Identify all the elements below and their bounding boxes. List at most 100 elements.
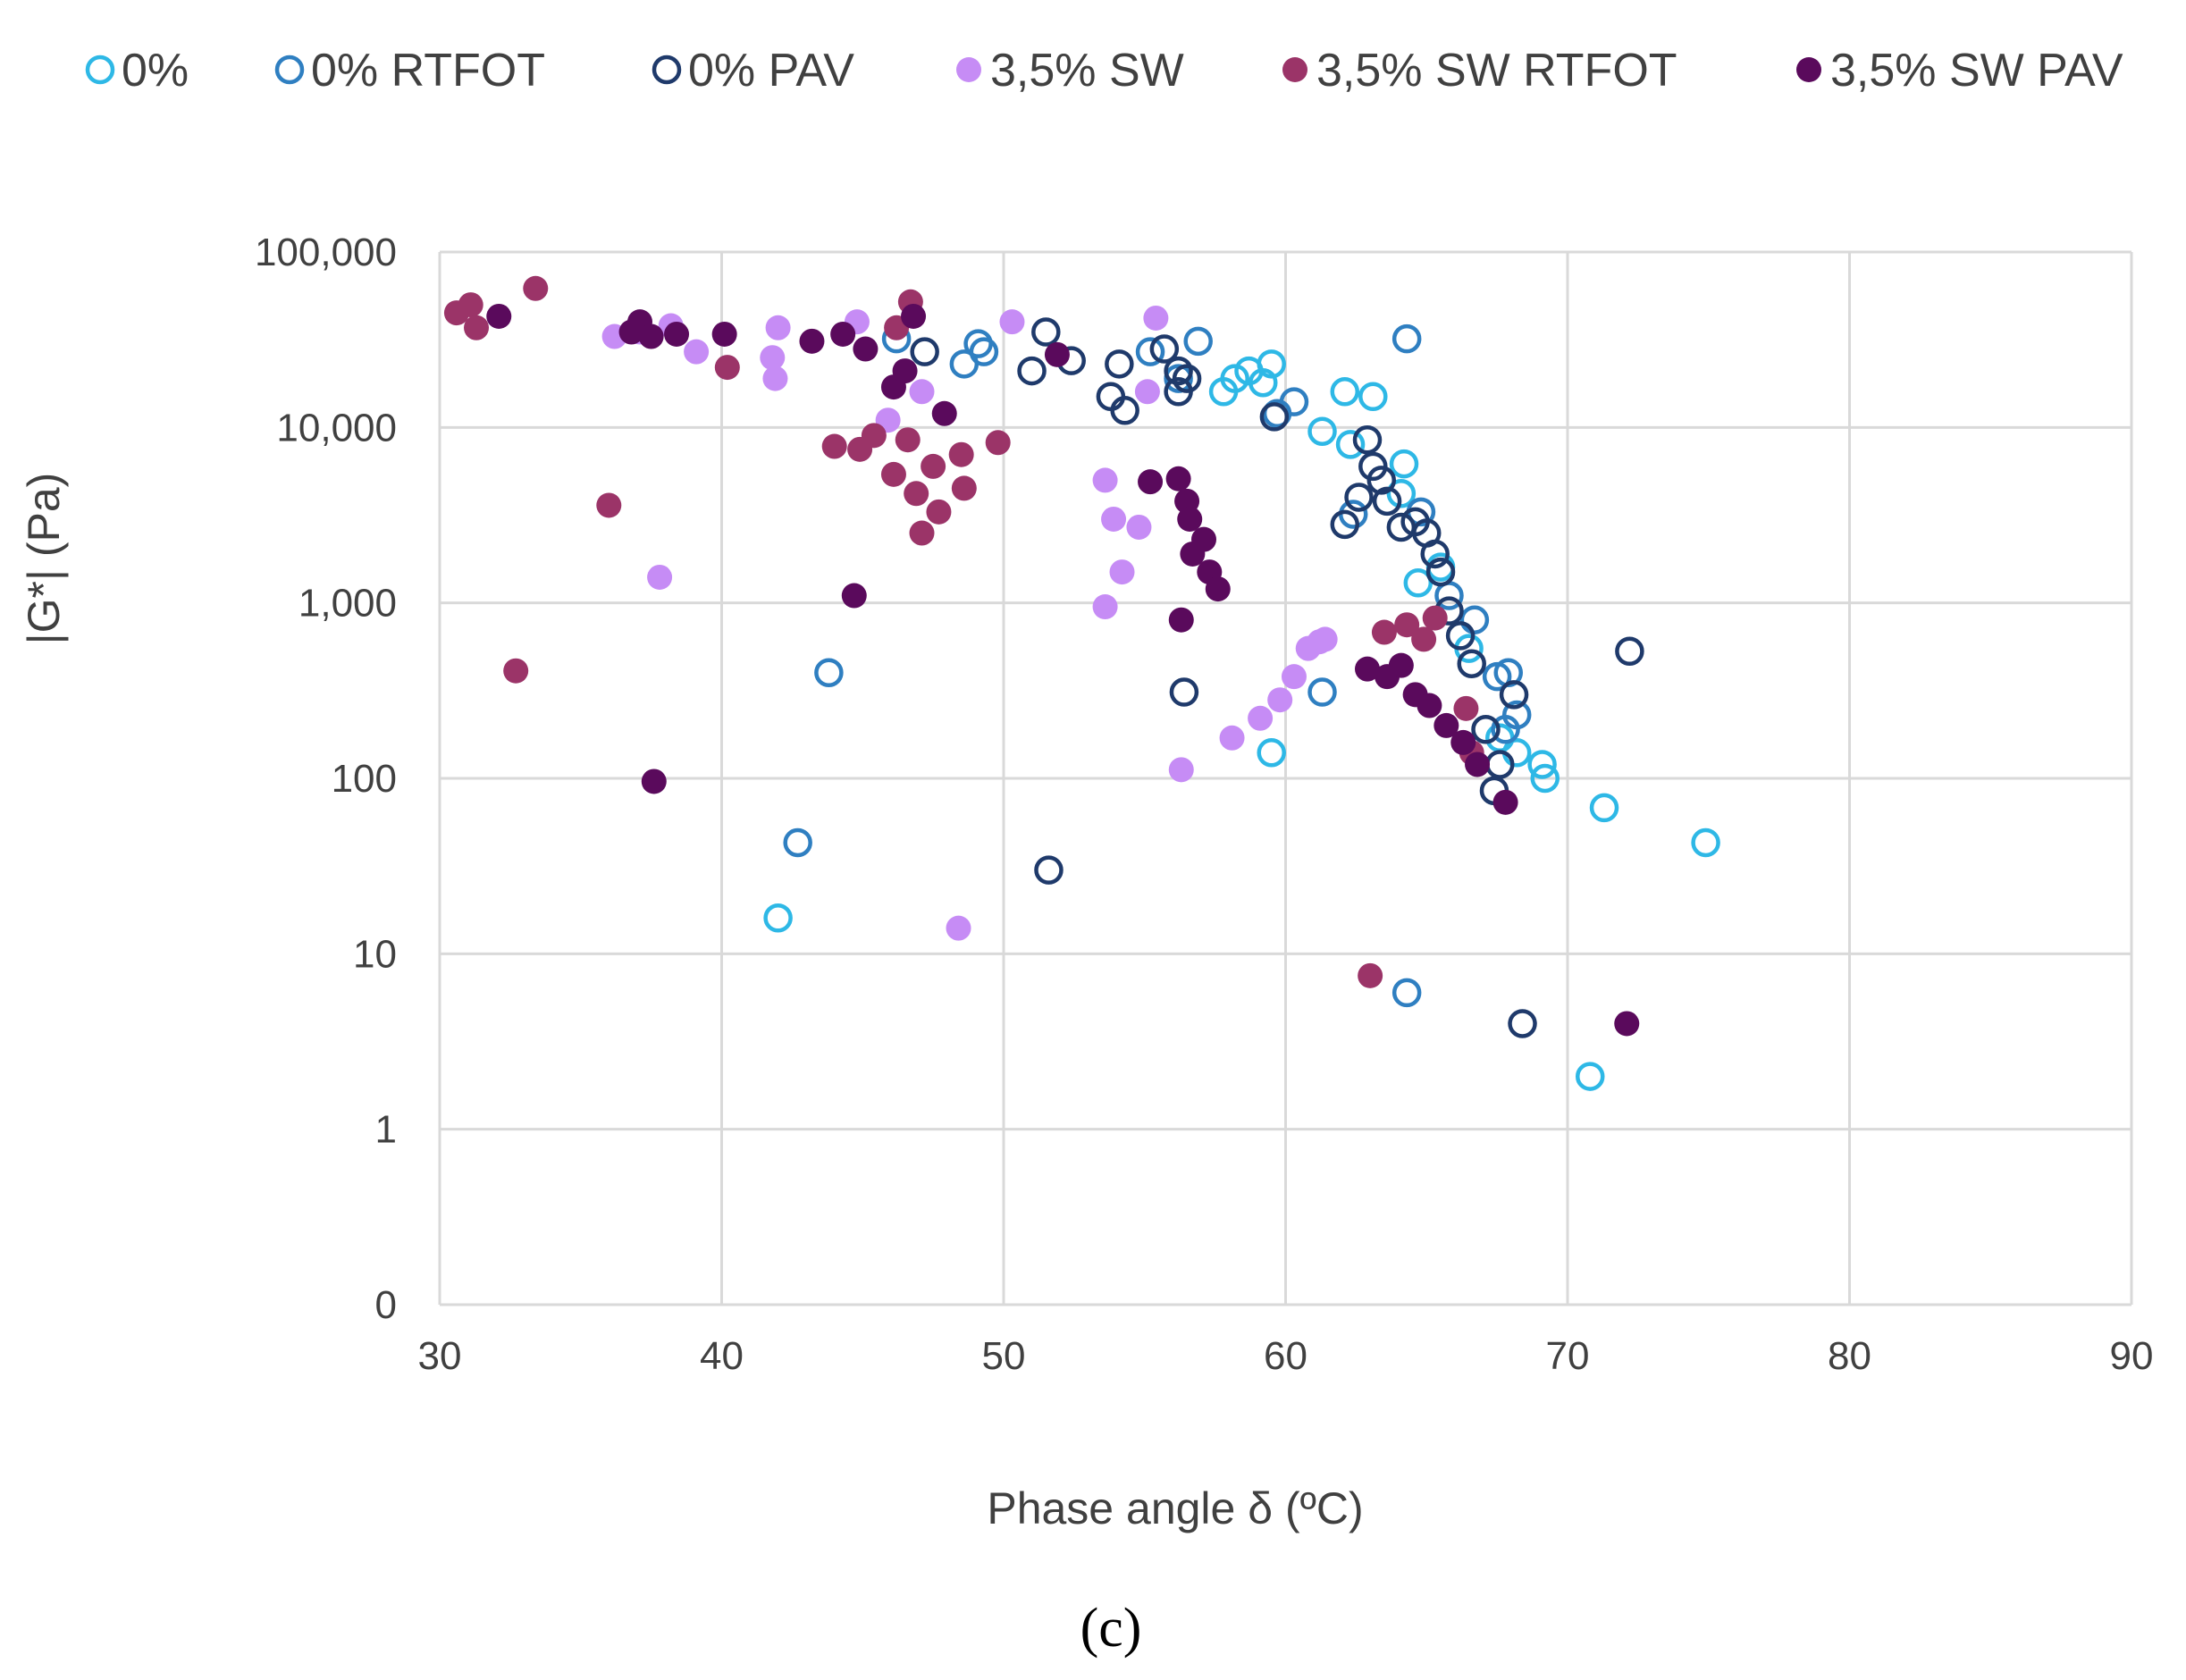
data-point [647,564,673,590]
data-point [853,336,879,362]
x-axis-title: Phase angle δ (ºC) [987,1483,1363,1533]
data-point [1492,789,1518,815]
data-point [895,427,921,453]
data-point [1465,752,1491,777]
series-5 [486,303,1640,1037]
series-3 [601,305,1338,941]
data-point [458,292,483,318]
data-point [1411,626,1437,652]
data-point [1394,612,1420,638]
data-point [1105,349,1134,379]
data-point [1101,506,1127,532]
data-point [1249,367,1278,398]
data-point [1134,379,1160,405]
data-point [1267,687,1293,713]
data-point [1220,364,1249,393]
data-point [1508,1009,1537,1038]
data-point [1138,469,1164,495]
data-point [1205,576,1231,602]
data-point [1177,506,1203,532]
y-tick-label: 10,000 [276,406,397,449]
data-point [909,379,935,405]
x-tick-label: 90 [2110,1334,2154,1378]
data-point [1589,793,1619,823]
legend-label: 3,5% SW RTFOT [1316,45,1677,97]
legend-entry: 3,5% SW RTFOT [1282,45,1677,97]
legend-marker [1796,57,1821,82]
legend-marker [85,55,115,85]
data-point [931,400,957,426]
data-point [1615,636,1644,667]
x-tick-label: 70 [1546,1334,1590,1378]
legend-entry: 0% RTFOT [274,45,545,97]
data-point [1168,607,1194,633]
legend: 0% 0% RTFOT 0% PAV 3,5% SW 3,5% SW RTFOT 3,5%… [85,45,2123,97]
data-point [1307,416,1337,446]
data-point [1420,539,1450,569]
data-point [909,520,935,546]
data-point [762,365,788,391]
data-point [464,315,490,340]
data-point [1344,483,1374,512]
data-point [1109,559,1135,585]
data-point [711,321,737,347]
legend-entry: 3,5% SW [956,45,1184,97]
legend-label: 0% PAV [688,45,854,97]
data-point [1335,430,1366,459]
data-point [486,303,512,329]
data-point [904,481,929,507]
data-point [523,275,549,301]
figure-caption: (c) [1080,1598,1142,1659]
x-tick-label: 50 [982,1334,1026,1378]
data-point [664,321,690,347]
data-point [1453,695,1479,721]
data-point [1434,712,1459,738]
data-point [1491,715,1520,744]
x-axis-tick-labels: 30 40 50 60 70 80 90 [418,1334,2154,1378]
data-point [1425,557,1456,587]
legend-entry: 3,5% SW PAV [1796,45,2123,97]
data-point [910,337,939,366]
y-tick-label: 1,000 [298,582,397,626]
data-point [1575,1062,1605,1091]
data-point [1499,680,1529,710]
data-point [641,769,667,794]
data-point [1391,323,1422,354]
data-point [1168,757,1194,783]
data-point [1485,750,1515,779]
data-point [1164,356,1193,386]
data-point [1165,466,1191,491]
data-point [763,903,793,933]
x-tick-label: 80 [1828,1334,1871,1378]
data-point [1180,541,1206,567]
y-tick-label: 1 [375,1108,397,1152]
legend-marker [274,55,305,85]
data-point [1388,652,1414,678]
data-point [1527,750,1557,779]
x-tick-label: 40 [700,1334,744,1378]
data-point [1044,341,1070,367]
gridlines [438,250,2133,1306]
legend-marker [956,57,981,82]
data-point [684,339,710,365]
data-point [1143,305,1169,331]
data-point [1135,337,1165,366]
data-point [841,583,867,609]
y-tick-label: 100,000 [255,231,397,274]
data-point [821,433,847,459]
y-tick-label: 0 [375,1283,397,1327]
data-point [1307,677,1337,707]
data-point [638,323,664,349]
data-point [503,658,529,684]
legend-label: 0% [122,45,189,97]
data-point [814,658,844,688]
data-point [1354,656,1380,682]
data-point [1445,621,1476,651]
legend-marker [652,55,682,85]
data-point [1034,855,1064,885]
data-point [1366,466,1397,495]
data-point [1330,377,1360,407]
data-point [1389,449,1419,479]
